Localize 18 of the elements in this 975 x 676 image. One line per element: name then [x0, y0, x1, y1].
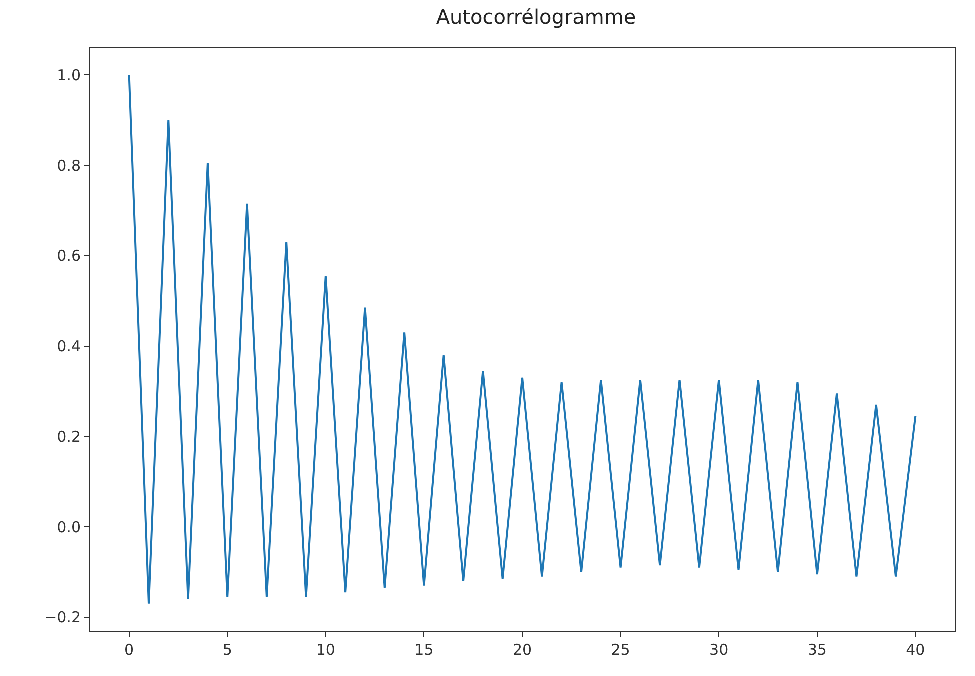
chart-title: Autocorrélogramme — [436, 5, 636, 30]
x-tick-label: 30 — [710, 641, 729, 659]
x-tick-label: 15 — [414, 641, 434, 659]
y-tick-label: 1.0 — [57, 66, 81, 84]
y-tick-label: 0.2 — [57, 428, 81, 446]
x-tick-label: 25 — [611, 641, 630, 659]
x-tick-label: 35 — [808, 641, 827, 659]
y-tick-label: −0.2 — [44, 608, 81, 627]
y-tick-label: 0.0 — [57, 518, 81, 536]
x-tick-label: 5 — [222, 641, 232, 659]
x-tick-label: 20 — [512, 641, 532, 659]
y-tick-label: 0.4 — [57, 338, 81, 356]
line-series — [128, 74, 917, 605]
x-tick-label: 40 — [906, 641, 926, 659]
x-tick-label: 10 — [316, 641, 336, 659]
y-tick-label: 0.6 — [57, 247, 81, 266]
x-tick-label: 0 — [124, 641, 134, 659]
y-tick-label: 0.8 — [57, 156, 81, 175]
